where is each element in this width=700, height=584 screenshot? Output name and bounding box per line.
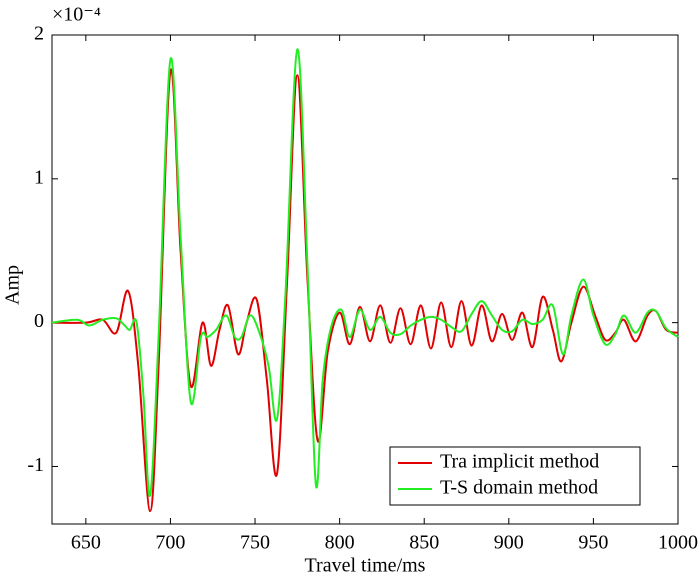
legend-box — [389, 446, 641, 506]
x-tick-label: 700 — [155, 532, 185, 554]
y-tick-label: 1 — [34, 166, 44, 188]
legend-label: T-S domain method — [440, 477, 598, 499]
y-tick-label: 2 — [34, 23, 44, 45]
x-tick-label: 900 — [494, 532, 524, 554]
x-tick-label: 1000 — [658, 532, 698, 554]
x-tick-label: 750 — [240, 532, 270, 554]
x-tick-label: 950 — [578, 532, 608, 554]
series-line — [51, 48, 679, 497]
x-tick-label: 850 — [409, 532, 439, 554]
y-tick-label: 0 — [34, 310, 44, 332]
x-tick-label: 650 — [71, 532, 101, 554]
y-axis-label: Amp — [2, 265, 24, 305]
legend-label: Tra implicit method — [440, 451, 599, 473]
x-tick-label: 800 — [325, 532, 355, 554]
plot-frame — [51, 34, 679, 525]
x-axis-label: Travel time/ms — [305, 555, 426, 577]
y-multiplier: ×10⁻⁴ — [52, 4, 101, 26]
y-tick-label: -1 — [27, 454, 44, 476]
